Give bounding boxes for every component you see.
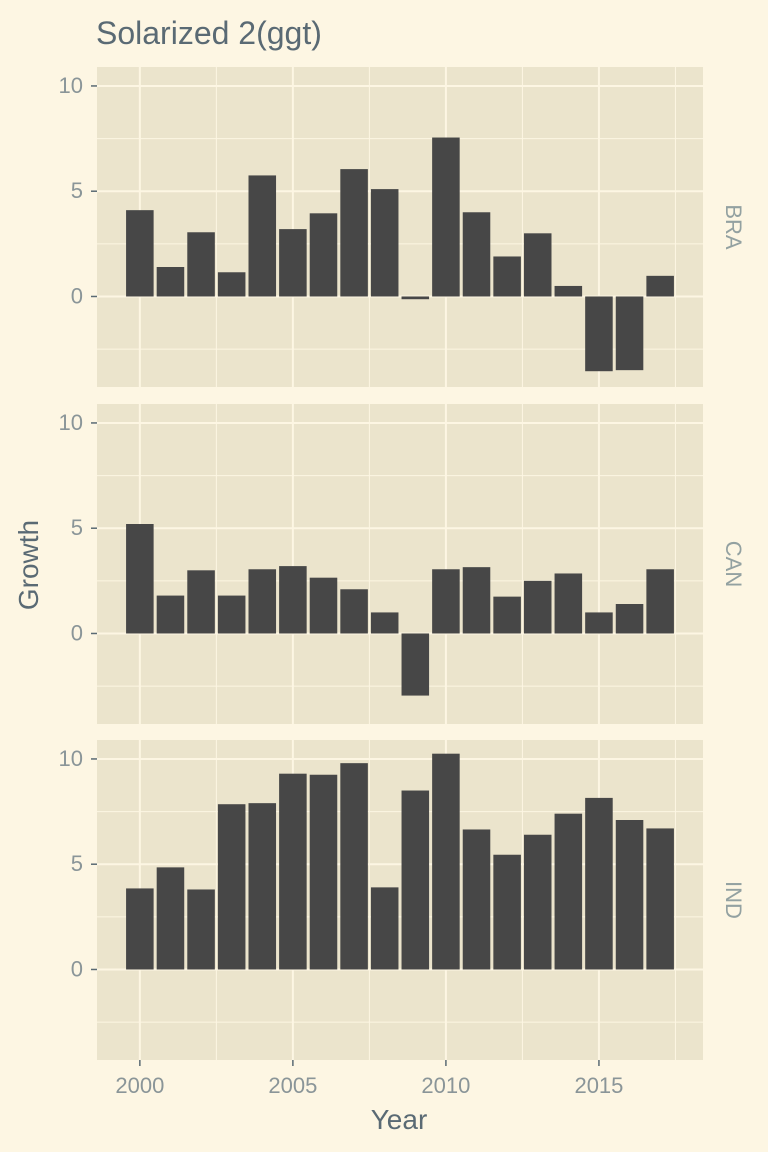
x-axis-label: Year <box>371 1104 428 1135</box>
bar-ind-2012 <box>493 854 521 970</box>
bar-can-2014 <box>554 573 583 634</box>
bar-ind-2003 <box>217 804 246 970</box>
bar-ind-2006 <box>309 774 338 970</box>
x-tick-label: 2000 <box>115 1073 164 1098</box>
bar-ind-2002 <box>187 889 215 970</box>
bar-can-2013 <box>523 580 552 634</box>
bar-can-2017 <box>646 569 674 634</box>
bar-can-2015 <box>585 612 613 634</box>
bar-bra-2001 <box>156 267 185 297</box>
bar-ind-2011 <box>462 829 491 970</box>
x-axis: 2000 2005 2010 2015 <box>115 1060 623 1098</box>
bar-bra-2006 <box>309 213 338 297</box>
bar-bra-2014 <box>554 285 583 297</box>
facet-strip-label-can: CAN <box>721 541 746 587</box>
bar-can-2010 <box>432 569 460 634</box>
bar-bra-2017 <box>646 275 674 297</box>
bar-ind-2005 <box>279 773 307 970</box>
bar-ind-2013 <box>523 834 552 970</box>
bar-ind-2000 <box>126 888 154 970</box>
bar-ind-2015 <box>585 797 613 970</box>
bar-can-2007 <box>340 589 368 634</box>
bar-bra-2005 <box>279 229 307 297</box>
bar-bra-2015 <box>585 296 613 372</box>
bar-bra-2002 <box>187 232 215 297</box>
bar-bra-2009 <box>401 296 430 300</box>
y-tick-label: 5 <box>71 851 83 876</box>
bar-bra-2016 <box>615 296 644 371</box>
x-tick-label: 2005 <box>268 1073 317 1098</box>
y-tick-label: 5 <box>71 178 83 203</box>
facet-panels: 0 5 10 BRA 0 5 10 CAN 0 5 10 IND <box>59 67 746 1060</box>
chart-title: Solarized 2(ggt) <box>96 15 322 51</box>
y-tick-label: 0 <box>71 620 83 645</box>
bar-can-2003 <box>217 595 246 634</box>
facet-panel-can: 0 5 10 CAN <box>59 404 746 724</box>
facet-panel-ind: 0 5 10 IND <box>59 740 746 1060</box>
bar-can-2001 <box>156 595 185 634</box>
bar-ind-2016 <box>615 820 644 970</box>
y-axis-label: Growth <box>13 520 44 610</box>
bar-can-2002 <box>187 570 215 634</box>
bar-can-2009 <box>401 633 430 696</box>
bar-ind-2008 <box>370 887 399 970</box>
bar-bra-2011 <box>462 212 491 297</box>
bar-can-2006 <box>309 577 338 634</box>
bar-can-2004 <box>248 569 277 634</box>
panel-background <box>97 404 703 724</box>
y-tick-label: 0 <box>71 956 83 981</box>
bar-ind-2001 <box>156 867 185 970</box>
bar-ind-2014 <box>554 813 583 970</box>
bar-bra-2000 <box>126 210 154 297</box>
bar-bra-2010 <box>432 137 460 297</box>
x-tick-label: 2015 <box>574 1073 623 1098</box>
bar-bra-2007 <box>340 169 368 297</box>
facet-strip-label-bra: BRA <box>721 204 746 250</box>
bar-ind-2004 <box>248 803 277 970</box>
x-tick-label: 2010 <box>421 1073 470 1098</box>
bar-bra-2008 <box>370 189 399 297</box>
bar-ind-2007 <box>340 763 368 970</box>
bar-can-2005 <box>279 566 307 634</box>
bar-bra-2013 <box>523 233 552 297</box>
bar-can-2012 <box>493 596 521 634</box>
y-tick-label: 10 <box>59 746 83 771</box>
y-tick-label: 5 <box>71 515 83 540</box>
bar-bra-2004 <box>248 175 277 297</box>
bar-ind-2009 <box>401 790 430 970</box>
bar-can-2000 <box>126 524 154 634</box>
facet-panel-bra: 0 5 10 BRA <box>59 67 746 387</box>
bar-can-2008 <box>370 612 399 634</box>
bar-ind-2010 <box>432 753 460 970</box>
facet-strip-label-ind: IND <box>721 881 746 919</box>
y-tick-label: 10 <box>59 73 83 98</box>
bar-bra-2012 <box>493 256 521 297</box>
bar-ind-2017 <box>646 828 674 970</box>
y-tick-label: 0 <box>71 283 83 308</box>
bar-bra-2003 <box>217 272 246 297</box>
y-tick-label: 10 <box>59 410 83 435</box>
bar-can-2011 <box>462 567 491 634</box>
bar-can-2016 <box>615 604 644 634</box>
